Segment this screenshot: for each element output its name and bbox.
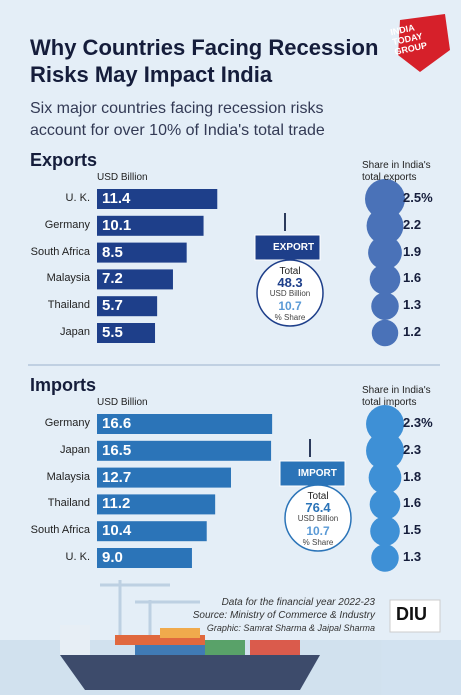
total-share: 10.7	[306, 524, 330, 538]
bar	[97, 494, 216, 515]
section-title: Imports	[30, 375, 97, 395]
total-unit: USD Billion	[297, 514, 339, 523]
category-label: U. K.	[65, 551, 90, 563]
total-label: Total	[307, 491, 329, 502]
share-bubble	[371, 544, 399, 572]
container	[254, 234, 321, 261]
category-label: Thailand	[47, 497, 90, 510]
total-share: 10.7	[278, 299, 302, 313]
bar-value: 5.5	[102, 324, 123, 341]
share-bubble	[368, 461, 402, 494]
logo-shape	[398, 14, 450, 72]
total-value: 76.4	[305, 500, 331, 515]
bar-value: 12.7	[102, 468, 132, 486]
total-value: 48.3	[277, 275, 303, 290]
share-value: 1.8	[403, 468, 422, 484]
bar	[97, 215, 204, 236]
total-circle	[284, 484, 352, 552]
category-label: South Africa	[30, 245, 90, 258]
badge-label: IMPORT	[298, 468, 337, 479]
share-value: 1.3	[403, 297, 422, 313]
section-title: Exports	[30, 150, 98, 170]
unit-label: USD Billion	[97, 172, 148, 183]
bar-value: 10.4	[102, 522, 132, 540]
bar	[97, 242, 187, 263]
category-label: Germany	[44, 218, 90, 231]
bar	[97, 414, 273, 434]
bar	[97, 440, 272, 461]
share-value: 2.3%	[403, 415, 433, 430]
share-bubble	[366, 405, 404, 443]
bar-value: 11.2	[102, 495, 131, 513]
bar	[97, 521, 207, 542]
category-label: Malaysia	[46, 272, 90, 285]
bar-value: 10.1	[102, 216, 132, 234]
share-bubble	[369, 264, 401, 295]
bar-value: 7.2	[102, 270, 123, 288]
credits: Graphic: Samrat Sharma & Jaipal Sharma	[206, 623, 375, 633]
category-label: Malaysia	[46, 470, 90, 483]
share-value: 1.5	[403, 522, 422, 538]
total-circle	[256, 259, 324, 327]
category-label: Japan	[60, 443, 90, 456]
category-label: Thailand	[47, 299, 90, 312]
footnote: Data for the financial year 2022-23	[221, 597, 375, 608]
bar-value: 16.5	[102, 441, 132, 459]
share-bubble	[366, 431, 404, 470]
share-value: 1.6	[403, 495, 422, 511]
bar-value: 11.4	[102, 190, 131, 207]
total-label: Total	[279, 266, 301, 277]
diu-logo-box	[389, 599, 441, 633]
container	[279, 460, 346, 487]
bar	[97, 269, 173, 290]
subtitle: Six major countries facing recession ris…	[30, 100, 325, 139]
share-bubble	[370, 516, 400, 546]
diu-logo: DIU	[396, 604, 427, 624]
total-unit: USD Billion	[269, 289, 311, 298]
share-value: 1.9	[403, 243, 422, 259]
share-label: Share in India's total exports	[362, 160, 431, 183]
total-share-unit: % Share	[302, 538, 334, 547]
share-value: 2.3	[403, 441, 422, 457]
category-label: Japan	[60, 326, 90, 338]
share-bubble	[365, 179, 405, 219]
share-bubble	[371, 292, 399, 320]
bar	[97, 467, 231, 488]
category-label: Germany	[44, 417, 90, 429]
share-bubble	[369, 489, 401, 520]
bar	[97, 548, 192, 568]
bar	[97, 189, 218, 209]
share-value: 1.3	[403, 549, 422, 564]
ship-illustration	[0, 580, 461, 695]
unit-label: USD Billion	[97, 397, 148, 408]
share-value: 2.5%	[403, 190, 433, 205]
share-value: 1.6	[403, 270, 422, 286]
share-label: Share in India's total imports	[362, 385, 431, 408]
bar	[97, 323, 156, 343]
category-label: South Africa	[30, 524, 90, 537]
badge-label: EXPORT	[273, 242, 315, 253]
bar-value: 9.0	[102, 549, 123, 566]
share-bubble	[368, 235, 402, 270]
category-label: U. K.	[65, 192, 90, 204]
share-value: 1.2	[403, 324, 422, 339]
share-bubble	[371, 319, 399, 347]
bar-value: 5.7	[102, 297, 123, 315]
bar-value: 16.6	[102, 415, 132, 432]
source: Source: Ministry of Commerce & Industry	[192, 610, 375, 621]
share-value: 2.2	[403, 216, 422, 232]
bar	[97, 296, 158, 317]
bar-value: 8.5	[102, 243, 123, 261]
title: Why Countries Facing Recession Risks May…	[30, 35, 379, 87]
total-share-unit: % Share	[274, 313, 306, 322]
share-bubble	[366, 207, 404, 245]
